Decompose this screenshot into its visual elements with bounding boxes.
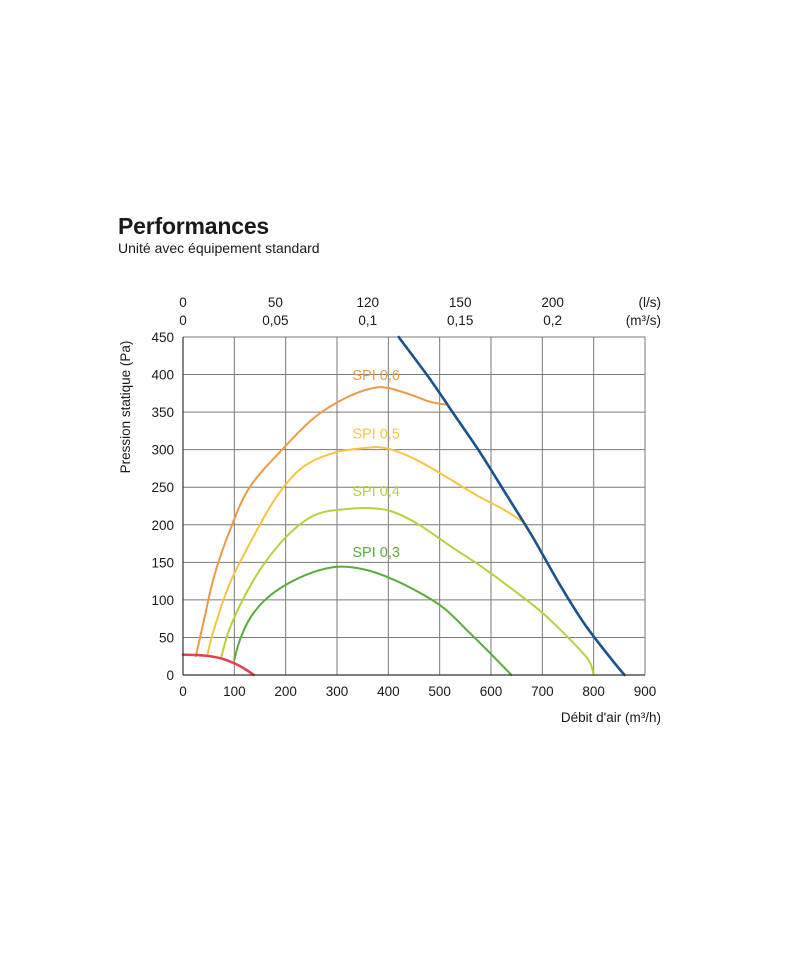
y-tick-label: 400: [151, 368, 174, 383]
page-title: Performances: [118, 213, 270, 239]
top-tick-label-ls: 150: [449, 295, 472, 310]
x-tick-label: 200: [274, 684, 297, 699]
x-tick-label: 800: [582, 684, 605, 699]
top-tick-label-m3s: 0,15: [447, 313, 473, 328]
series-line-4: [397, 335, 626, 677]
x-tick-label: 700: [531, 684, 554, 699]
series-line-spi-0-3: [233, 565, 513, 676]
series-line-spi-0-6: [194, 386, 446, 658]
series-line-spi-0-5: [206, 446, 523, 658]
top-tick-label-ls: 200: [541, 295, 564, 310]
y-axis-ticks: 0 50 100 150 200 250 300 350 400 450: [151, 330, 174, 683]
series-label: SPI 0,6: [352, 368, 400, 384]
top-axis-unit-ls: (l/s): [639, 295, 662, 310]
top-tick-label-ls: 50: [268, 295, 283, 310]
x-axis-ticks: 0 100 200 300 400 500 600 700 800 900: [179, 684, 656, 699]
chart-frame: [182, 337, 645, 676]
chart-grid: [182, 336, 646, 676]
x-tick-label: 600: [480, 684, 503, 699]
top-axis-ticks: 0 50 120 150 200 0 0,05 0,1 0,15 0,2 (l/s) (m³/s): [179, 295, 661, 328]
y-tick-label: 150: [151, 555, 174, 570]
y-tick-label: 450: [151, 330, 174, 345]
y-tick-label: 200: [151, 518, 174, 533]
series-label: SPI 0,5: [352, 426, 400, 442]
series-label: SPI 0,4: [352, 484, 400, 500]
y-tick-label: 250: [151, 480, 174, 495]
series-line-5: [181, 653, 256, 677]
y-tick-label: 300: [151, 443, 174, 458]
x-tick-label: 400: [377, 684, 400, 699]
x-axis-label: Débit d'air (m³/h): [561, 710, 661, 725]
y-axis-label: Pression statique (Pa): [118, 341, 133, 474]
page-subtitle: Unité avec équipement standard: [118, 240, 320, 256]
x-tick-label: 300: [326, 684, 349, 699]
y-tick-label: 100: [151, 593, 174, 608]
x-tick-label: 100: [223, 684, 246, 699]
top-tick-label-m3s: 0,05: [262, 313, 288, 328]
top-tick-label-m3s: 0: [179, 313, 187, 328]
top-axis-unit-m3s: (m³/s): [626, 313, 661, 328]
top-tick-label-ls: 0: [179, 295, 187, 310]
x-tick-label: 0: [179, 684, 187, 699]
series-labels: SPI 0,6 SPI 0,5 SPI 0,4 SPI 0,3: [352, 368, 400, 561]
top-tick-label-m3s: 0,2: [543, 313, 562, 328]
x-tick-label: 900: [634, 684, 657, 699]
y-tick-label: 0: [166, 668, 174, 683]
y-tick-label: 50: [159, 630, 174, 645]
series-label: SPI 0,3: [352, 545, 400, 561]
top-tick-label-ls: 120: [357, 295, 380, 310]
chart-curves: [181, 335, 626, 677]
series-line-spi-0-4: [220, 507, 595, 676]
x-tick-label: 500: [428, 684, 451, 699]
y-tick-label: 350: [151, 405, 174, 420]
top-tick-label-m3s: 0,1: [358, 313, 377, 328]
